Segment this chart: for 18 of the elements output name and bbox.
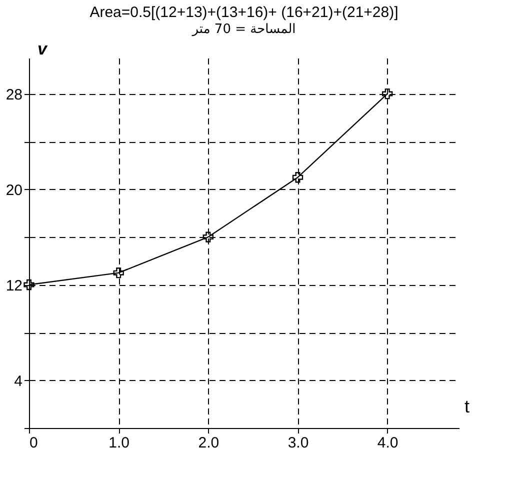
x-axis-title: t bbox=[464, 396, 470, 416]
y-axis-title: v bbox=[38, 40, 48, 58]
point bbox=[292, 172, 304, 183]
y-tick-label: 4 bbox=[14, 372, 22, 390]
x-tick-label: 4.0 bbox=[377, 434, 398, 452]
x-tick-label: 3.0 bbox=[288, 434, 309, 452]
y-tick-label: 12 bbox=[6, 277, 22, 294]
y-tick-label: 20 bbox=[6, 182, 22, 199]
point bbox=[382, 88, 393, 100]
y-tick-label: 28 bbox=[6, 86, 22, 104]
point bbox=[113, 267, 124, 278]
x-tick-label: 0 bbox=[30, 434, 38, 452]
point bbox=[24, 279, 34, 290]
x-tick-label: 2.0 bbox=[198, 434, 220, 452]
chart-subtitle: المساحة = 70 متر bbox=[191, 22, 296, 37]
chart-title: Area=0.5[(12+13)+(13+16)+ (16+21)+(21+28)] bbox=[90, 4, 398, 21]
point bbox=[202, 232, 214, 242]
x-tick-label: 1.0 bbox=[108, 434, 130, 452]
